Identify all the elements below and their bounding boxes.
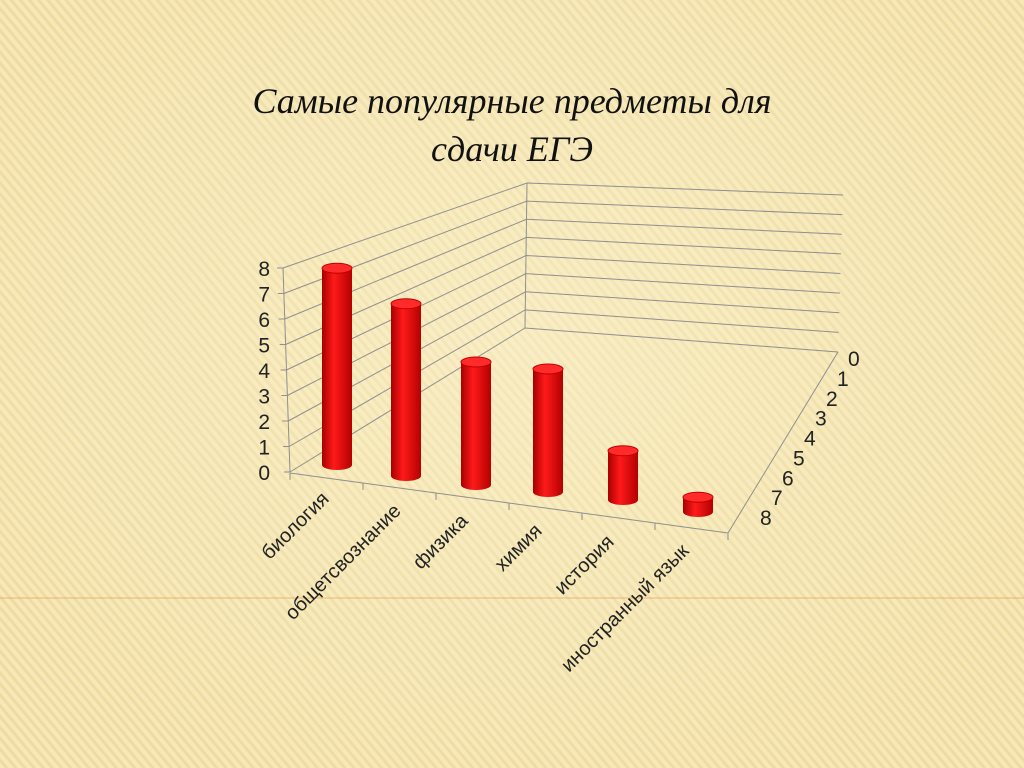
- bar: [607, 445, 639, 505]
- bar: [390, 298, 422, 481]
- bar: [532, 363, 564, 497]
- back-wall-edge: [524, 182, 528, 329]
- x-tick-label: физика: [409, 509, 473, 573]
- x-tick-label: химия: [491, 520, 547, 576]
- bar-body: [533, 369, 563, 497]
- depth-tick-label: 3: [815, 408, 827, 431]
- bar-body: [683, 497, 713, 517]
- depth-tick-label: 4: [804, 428, 816, 451]
- bar-body: [322, 268, 352, 470]
- y-tick-label: 5: [258, 335, 270, 358]
- chart-title-line-1: Самые популярные предметы для: [252, 81, 772, 121]
- bar-body: [461, 362, 491, 490]
- bar-top: [390, 298, 422, 310]
- gridline: [283, 200, 843, 294]
- bar-top: [532, 363, 564, 375]
- bar-top: [607, 445, 639, 457]
- bar: [460, 356, 492, 490]
- depth-tick-label: 7: [771, 487, 783, 510]
- chart-title-line-2: сдачи ЕГЭ: [431, 129, 593, 169]
- axis-layer: [277, 182, 839, 540]
- x-tick-label: биология: [257, 488, 333, 564]
- depth-tick-label: 2: [826, 388, 838, 411]
- bar-top: [460, 356, 492, 368]
- y-tick-label: 8: [258, 258, 270, 281]
- gridline: [288, 309, 839, 447]
- y-tick-label: 3: [258, 386, 270, 409]
- depth-axis-line: [727, 351, 839, 534]
- gridline: [287, 273, 840, 396]
- x-tick-label: история: [550, 531, 618, 599]
- bar-top: [321, 262, 353, 274]
- gridline: [285, 236, 842, 345]
- depth-tick-label: 6: [782, 467, 794, 490]
- y-tick-label: 1: [258, 437, 270, 460]
- depth-tick-label: 1: [837, 368, 849, 391]
- bar: [321, 262, 353, 470]
- depth-tick-label: 0: [848, 348, 860, 371]
- gridline: [282, 182, 844, 269]
- y-tick-label: 7: [258, 284, 270, 307]
- gridline: [288, 291, 840, 422]
- bar-layer: [321, 262, 714, 517]
- depth-tick-label: 5: [793, 447, 805, 470]
- bar-body: [391, 303, 421, 481]
- y-tick-label: 6: [258, 309, 270, 332]
- y-tick-label: 2: [258, 411, 270, 434]
- bar: [682, 491, 714, 517]
- y-tick-label: 0: [258, 462, 270, 485]
- y-tick-label: 4: [258, 360, 270, 383]
- depth-tick-label: 8: [760, 507, 772, 530]
- bar-body: [608, 450, 638, 505]
- bar-top: [682, 491, 714, 503]
- gridline: [289, 327, 839, 473]
